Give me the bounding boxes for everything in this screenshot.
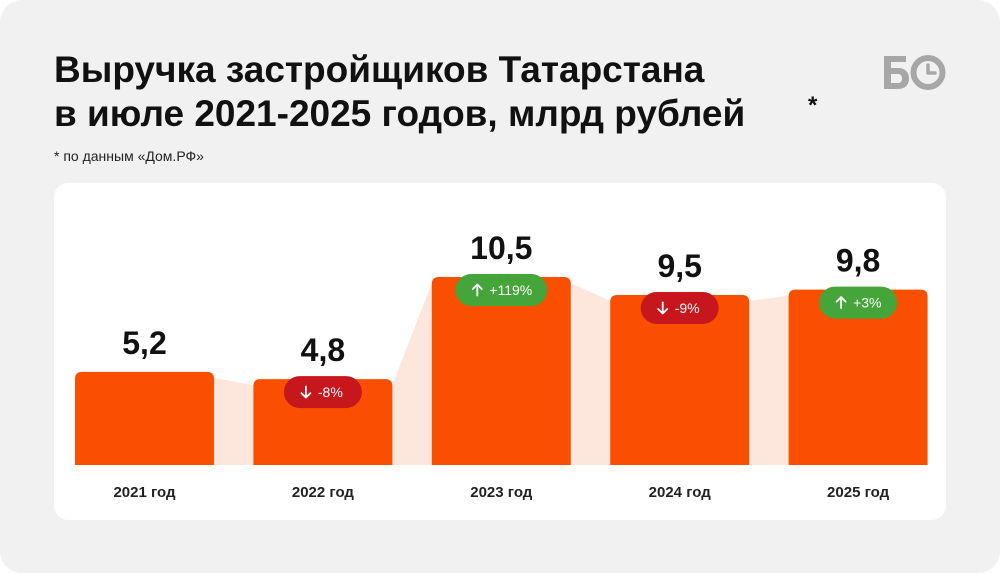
value-label: 9,5 bbox=[657, 248, 701, 284]
arrow-down-icon bbox=[657, 301, 669, 315]
bar bbox=[610, 294, 750, 465]
change-label: +119% bbox=[489, 282, 532, 298]
bar bbox=[431, 277, 571, 465]
change-badge bbox=[640, 291, 719, 324]
bar-connector bbox=[749, 295, 789, 465]
bar-chart: 5,2 2021 год 4,8 2022 год -8% 10,5 2023 год +11… bbox=[75, 230, 928, 501]
change-badge bbox=[283, 376, 362, 409]
bar-connector bbox=[214, 377, 254, 465]
category-label: 2025 год bbox=[827, 484, 890, 501]
change-label: -9% bbox=[675, 300, 700, 316]
bar-connector bbox=[570, 283, 611, 465]
bar-connector bbox=[392, 283, 432, 465]
category-label: 2023 год bbox=[470, 484, 533, 501]
value-label: 10,5 bbox=[470, 230, 532, 266]
category-label: 2021 год bbox=[113, 484, 176, 501]
change-badge bbox=[455, 274, 548, 307]
bo-logo-icon: БО bbox=[884, 55, 946, 90]
arrow-down-icon bbox=[300, 385, 312, 399]
value-label: 9,8 bbox=[836, 243, 880, 279]
chart-title-text: Выручка застройщиков Татарстана в июле 2… bbox=[54, 49, 746, 134]
value-label: 4,8 bbox=[301, 332, 345, 368]
change-label: -8% bbox=[318, 384, 343, 400]
source-note: * по данным «Дом.РФ» bbox=[54, 148, 204, 164]
value-label: 5,2 bbox=[122, 325, 166, 361]
title-asterisk: * bbox=[808, 92, 818, 119]
arrow-up-icon bbox=[835, 296, 847, 309]
change-badge bbox=[819, 286, 898, 319]
chart-title: Выручка застройщиков Татарстана в июле 2… bbox=[54, 48, 818, 136]
arrow-up-icon bbox=[471, 283, 483, 297]
bar bbox=[75, 371, 214, 465]
bar bbox=[788, 289, 928, 465]
category-label: 2022 год bbox=[292, 484, 355, 501]
category-label: 2024 год bbox=[649, 484, 712, 501]
chart-card: 5,2 2021 год 4,8 2022 год -8% 10,5 2023 год +11… bbox=[54, 183, 946, 520]
change-label: +3% bbox=[853, 295, 881, 311]
